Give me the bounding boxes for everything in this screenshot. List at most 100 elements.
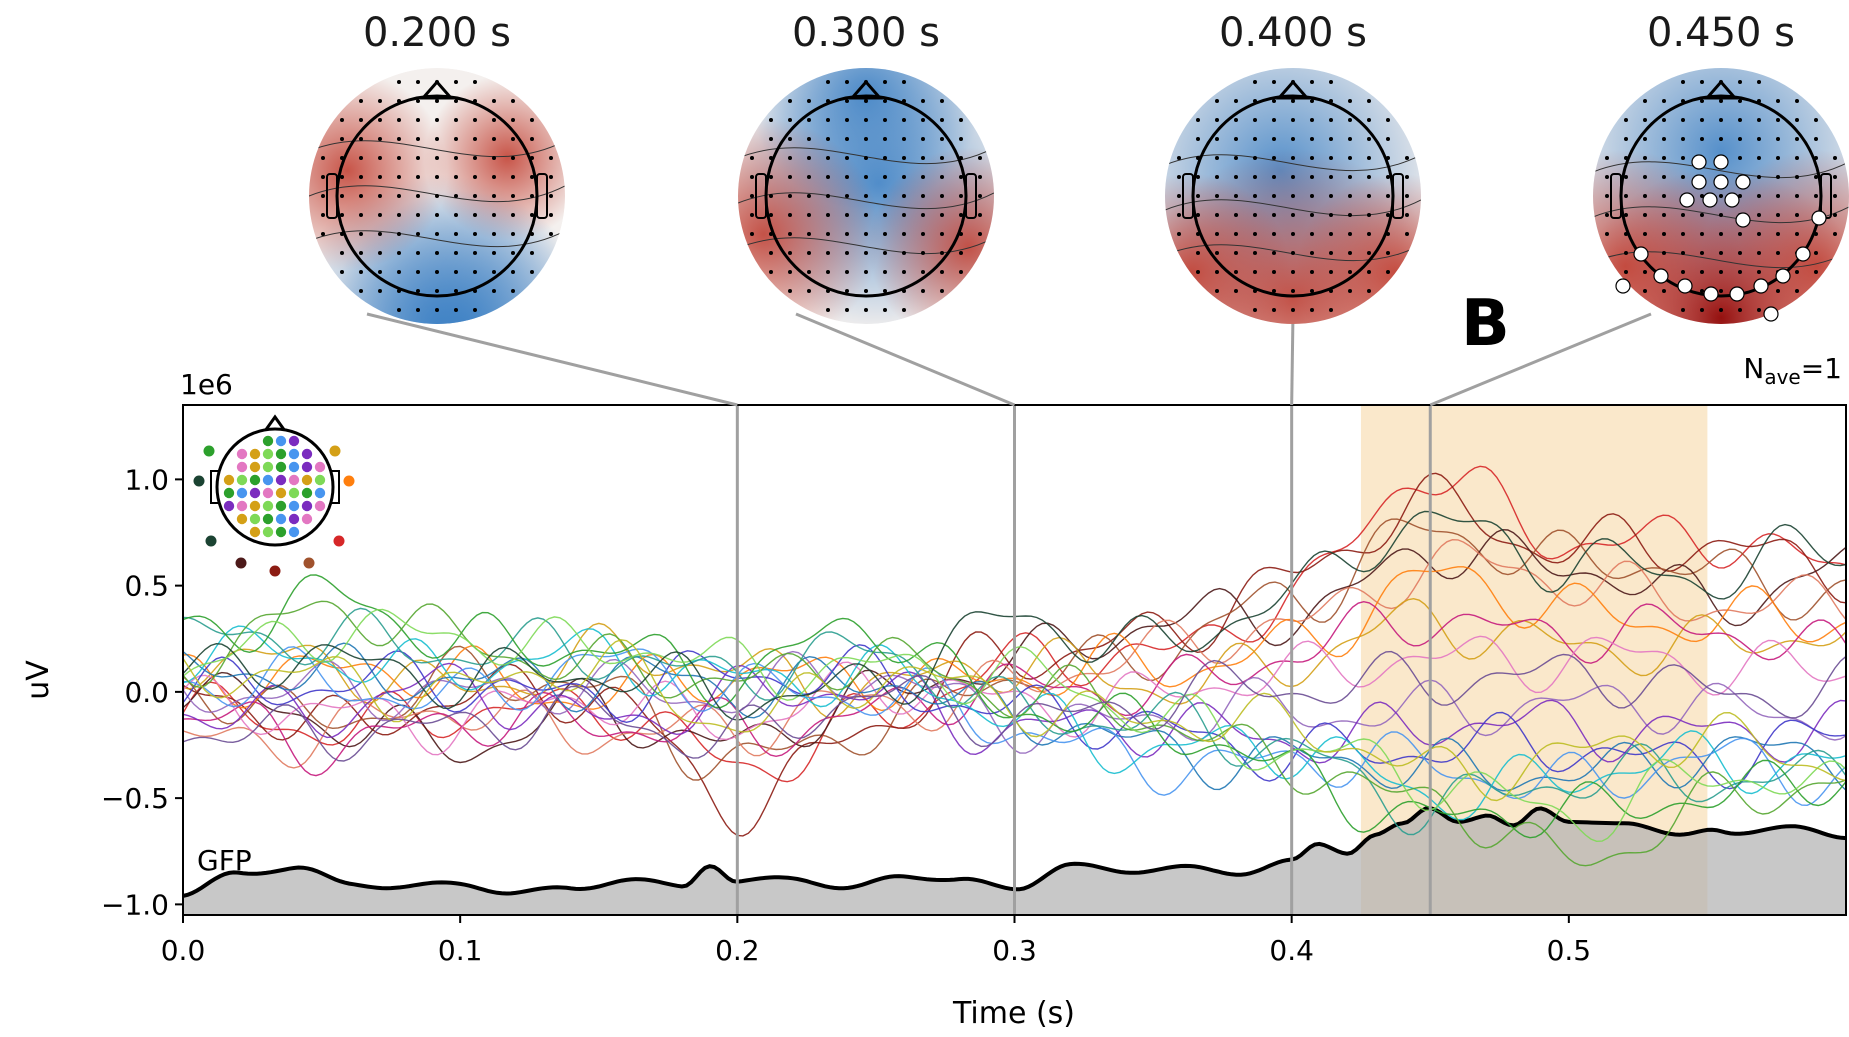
topomap-sensor [530,270,534,274]
legend-sensor [275,487,287,499]
topomap-sensor [511,251,515,255]
topomap-sensor [1310,289,1314,293]
legend-sensor [249,500,261,512]
topomap-sensor [1719,308,1723,312]
topomap-sensor [883,232,887,236]
topomap-sensor [826,232,830,236]
topomap-sensor [788,194,792,198]
significant-sensor [1677,278,1693,294]
significant-sensor [1713,154,1729,170]
topomap-sensor [1234,232,1238,236]
topomap-sensor [1681,118,1685,122]
topomap-sensor [511,194,515,198]
topomap-sensor [959,137,963,141]
topomap-sensor [1405,232,1409,236]
topomap-sensor [1757,137,1761,141]
topomap-sensor [416,118,420,122]
topomap-sensor [1272,80,1276,84]
legend-sensor [314,474,326,486]
topomap-sensor [807,289,811,293]
topomap-sensor [1738,270,1742,274]
legend-sensor [288,461,300,473]
topomap-sensor [1795,137,1799,141]
topomap-sensor [1833,232,1837,236]
topomap: 0.450 s [1593,10,1849,324]
topomap-sensor [883,118,887,122]
topomap-sensor [788,232,792,236]
topomap-sensor [883,194,887,198]
topomap-sensor [883,308,887,312]
topomap-sensor [1719,99,1723,103]
topomap-sensor [1329,213,1333,217]
topomap-sensor [921,194,925,198]
topomap-sensor [1253,289,1257,293]
topomap-sensor [1177,213,1181,217]
topomap-sensor [807,194,811,198]
topomap-sensor [416,175,420,179]
significant-sensor [1795,246,1811,262]
topomap-sensor [921,251,925,255]
topomap-sensor [1757,270,1761,274]
topomap-sensor [1310,194,1314,198]
topomap-sensor [1662,289,1666,293]
legend-sensor [205,535,217,547]
topomap-sensor [1310,137,1314,141]
legend-sensor [314,487,326,499]
y-axis-label: uV [21,660,56,700]
topomap-sensor [1776,251,1780,255]
topomap-sensor [1643,213,1647,217]
topomap-sensor [378,251,382,255]
topomap-sensor [1662,194,1666,198]
legend-sensor [288,487,300,499]
legend-sensor [333,535,345,547]
topomap-sensor [416,137,420,141]
topomap-ear [1610,173,1622,219]
legend-sensor [275,435,287,447]
legend-sensor [301,474,313,486]
topomap-sensor [1700,80,1704,84]
topomap-sensor [1757,99,1761,103]
topomap-sensor [359,194,363,198]
topomap-sensor [1272,213,1276,217]
x-tick-label: 0.1 [438,934,483,967]
topomap-sensor [473,99,477,103]
topomap-sensor [1719,194,1723,198]
topomap-sensor [416,308,420,312]
topomap-sensor [1215,194,1219,198]
topomap-sensor [1833,175,1837,179]
topomap-sensor [435,213,439,217]
legend-sensor [301,500,313,512]
topomap-sensor [1776,213,1780,217]
topomap-sensor [473,251,477,255]
topomap-sensor [321,194,325,198]
topomap-sensor [511,137,515,141]
topomap-sensor [1348,156,1352,160]
topomap-sensor [959,251,963,255]
topomap-sensor [340,232,344,236]
topomap-sensor [864,308,868,312]
topomap-sensor [1310,156,1314,160]
topomap-sensor [940,156,944,160]
topomap-sensor [1776,175,1780,179]
topomap-sensor [416,232,420,236]
significant-sensor [1633,246,1649,262]
topomap-sensor [1272,156,1276,160]
topomap-sensor [1253,194,1257,198]
topomap-nose [419,79,455,100]
topomap-sensor [340,194,344,198]
topomap-sensor [750,194,754,198]
topomap-sensor [1662,156,1666,160]
topomap-sensor [826,80,830,84]
topomap-sensor [902,156,906,160]
topomap-sensor [826,213,830,217]
topomap-sensor [959,232,963,236]
topomap-sensor [1700,137,1704,141]
topomap-sensor [1643,118,1647,122]
topomap-sensor [959,270,963,274]
topomap-sensor [473,270,477,274]
topomap-ear [536,173,548,219]
topomap-sensor [473,80,477,84]
topomap-sensor [1681,270,1685,274]
topomap-sensor [359,118,363,122]
